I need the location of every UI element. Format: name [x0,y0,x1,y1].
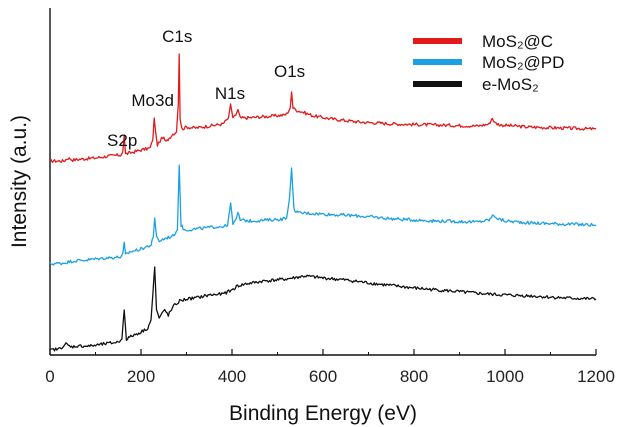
x-tick-label: 400 [218,367,246,386]
legend-label: e-MoS₂ [482,75,539,94]
y-axis-label: Intensity (a.u.) [8,115,31,248]
x-tick-label: 800 [400,367,428,386]
peak-label-c1s: C1s [162,27,192,46]
peak-label-s2p: S2p [107,131,137,150]
x-tick-label: 200 [127,367,155,386]
axes: 0 200 400 600 800 1000 1200 [45,8,615,386]
legend: MoS₂@C MoS₂@PD e-MoS₂ [413,32,564,94]
peak-label-mo3d: Mo3d [131,91,174,110]
peak-labels: S2p Mo3d C1s N1s O1s [107,27,305,150]
legend-label: MoS₂@PD [482,53,564,72]
peak-label-n1s: N1s [215,84,245,103]
x-axis-label: Binding Energy (eV) [229,402,417,425]
x-tick-label: 1000 [486,367,524,386]
x-tick-label: 600 [309,367,337,386]
peak-label-o1s: O1s [274,62,305,81]
x-tick-label: 1200 [577,367,615,386]
series-line-2 [49,164,597,266]
x-tick-label: 0 [45,367,54,386]
series-group [49,53,597,352]
series-line-1 [49,53,597,164]
legend-label: MoS₂@C [482,32,553,51]
series-line-3 [49,266,597,352]
